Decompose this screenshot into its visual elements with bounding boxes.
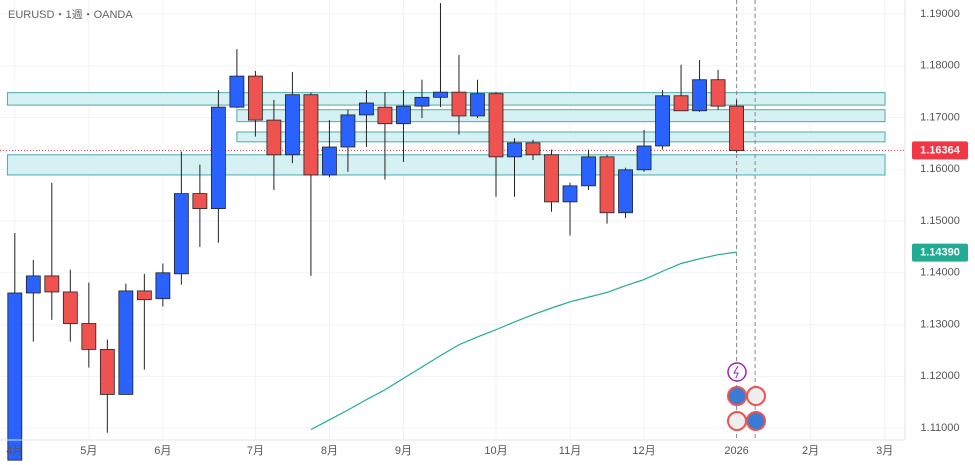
candle-body xyxy=(636,145,652,171)
last-price-box xyxy=(912,141,968,160)
candle-body xyxy=(44,275,60,293)
candle-body xyxy=(266,119,282,156)
candle-body xyxy=(247,75,263,121)
candle-body xyxy=(544,154,559,203)
y-tick-label: 1.14000 xyxy=(920,267,960,279)
x-tick-label: 4月 xyxy=(6,445,23,457)
y-tick-label: 1.15000 xyxy=(920,215,960,227)
candle-body xyxy=(618,169,633,214)
candle-body xyxy=(377,106,393,125)
event-icons xyxy=(727,362,766,431)
event-icon xyxy=(727,362,747,382)
candle-body xyxy=(25,275,41,294)
candle-body xyxy=(488,93,504,158)
last-price-label: 1.16364 xyxy=(920,144,961,156)
candle-body xyxy=(414,96,430,107)
candle-body xyxy=(303,94,319,176)
candle-body xyxy=(433,91,448,98)
x-tick-label: 2月 xyxy=(802,445,819,457)
y-tick-label: 1.17000 xyxy=(920,111,960,123)
y-tick-label: 1.16000 xyxy=(920,163,960,175)
candle-body xyxy=(710,79,726,107)
zone xyxy=(236,131,886,143)
candle-body xyxy=(118,290,134,395)
x-tick-label: 7月 xyxy=(247,445,264,457)
ma-price-box xyxy=(912,243,968,262)
candle-body xyxy=(451,91,467,117)
event-icon xyxy=(727,411,747,431)
candle-body xyxy=(173,193,189,275)
moving-average xyxy=(310,251,737,431)
candle-body xyxy=(470,93,485,117)
candle-body xyxy=(7,292,23,461)
candle-body xyxy=(322,146,337,176)
chart-title: EURUSD・1週・OANDA xyxy=(8,8,133,21)
candle-body xyxy=(359,102,374,116)
event-icon xyxy=(746,386,766,406)
y-tick-label: 1.18000 xyxy=(920,60,960,72)
x-tick-label: 3月 xyxy=(876,445,893,457)
candle-body xyxy=(136,290,152,301)
x-tick-label: 6月 xyxy=(154,445,171,457)
candle-body xyxy=(655,95,670,147)
event-icon xyxy=(727,386,747,406)
candle-body xyxy=(192,193,208,210)
candle-body xyxy=(507,142,522,158)
x-tick-label: 9月 xyxy=(395,445,412,457)
x-tick-label: 10月 xyxy=(484,445,507,457)
candle-body xyxy=(525,142,541,156)
candle-body xyxy=(210,106,226,210)
ma-price-label: 1.14390 xyxy=(920,247,960,259)
candle-body xyxy=(396,105,411,125)
candle-body xyxy=(81,323,97,350)
candle-body xyxy=(285,94,300,156)
candle-body xyxy=(99,349,115,395)
candle-body xyxy=(599,156,615,214)
candle-body xyxy=(229,75,245,108)
y-tick-label: 1.19000 xyxy=(920,8,960,20)
x-tick-label: 8月 xyxy=(321,445,338,457)
zone xyxy=(236,109,886,123)
candle-body xyxy=(340,114,356,148)
event-icon xyxy=(746,411,766,431)
candle-body xyxy=(581,156,596,187)
candle-body xyxy=(673,95,689,112)
candle-body xyxy=(155,272,171,300)
y-tick-label: 1.13000 xyxy=(920,318,960,330)
candle-body xyxy=(562,185,578,203)
x-tick-label: 2026 xyxy=(724,445,748,457)
x-tick-label: 12月 xyxy=(632,445,655,457)
candle-body xyxy=(729,105,744,152)
x-tick-label: 11月 xyxy=(559,445,581,457)
y-tick-label: 1.12000 xyxy=(920,370,960,382)
event-icon xyxy=(733,365,739,379)
candle-body xyxy=(62,291,78,324)
y-tick-label: 1.11000 xyxy=(921,422,960,434)
x-tick-label: 5月 xyxy=(80,445,97,457)
candle-body xyxy=(692,79,707,112)
zone xyxy=(6,154,886,176)
